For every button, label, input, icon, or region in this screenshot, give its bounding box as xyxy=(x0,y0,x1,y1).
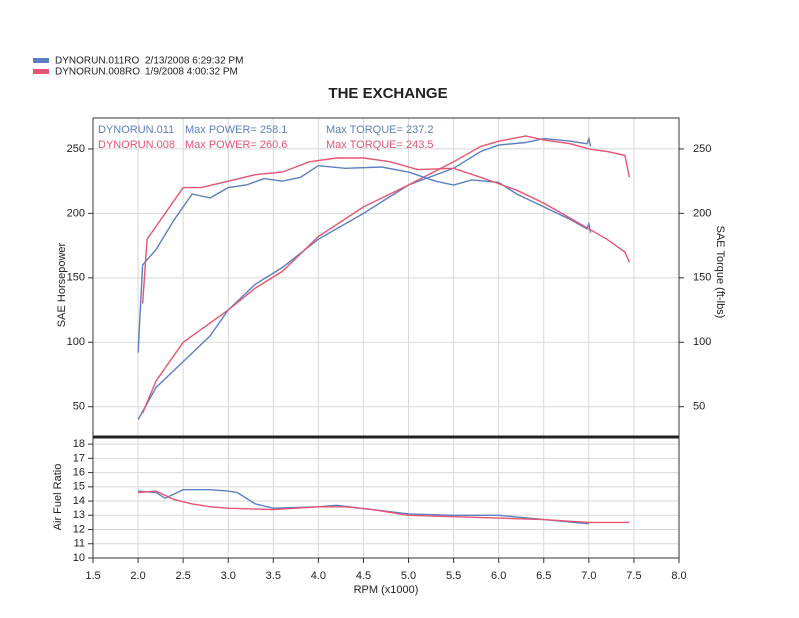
x-axis-label: RPM (x1000) xyxy=(354,584,419,596)
data-line xyxy=(141,135,631,414)
annotation: Max TORQUE= 237.2 xyxy=(326,124,434,136)
y2-tick-label: 150 xyxy=(693,272,711,284)
x-tick-label: 3.0 xyxy=(221,570,236,582)
x-tick-label: 3.5 xyxy=(266,570,281,582)
x-tick-label: 7.0 xyxy=(581,570,596,582)
y-tick-label: 250 xyxy=(67,143,85,155)
data-line xyxy=(137,136,592,420)
y-axis-label: Air Fuel Ratio xyxy=(52,464,64,531)
annotation: Max TORQUE= 243.5 xyxy=(326,139,434,151)
annotation: DYNORUN.011 xyxy=(98,124,174,136)
y-axis-label: SAE Horsepower xyxy=(56,242,68,327)
y-tick-label: 100 xyxy=(67,336,85,348)
x-tick-label: 2.0 xyxy=(130,570,145,582)
x-tick-label: 8.0 xyxy=(671,570,686,582)
x-tick-label: 4.5 xyxy=(356,570,371,582)
x-tick-label: 5.0 xyxy=(401,570,416,582)
x-tick-label: 4.0 xyxy=(311,570,326,582)
y-tick-label: 200 xyxy=(67,207,85,219)
data-line xyxy=(137,164,592,353)
x-tick-label: 5.5 xyxy=(446,570,461,582)
legend-date: 2/13/2008 6:29:32 PM xyxy=(145,56,243,67)
x-tick-label: 6.5 xyxy=(536,570,551,582)
annotation: Max POWER= 258.1 xyxy=(185,124,287,136)
legend-label: DYNORUN.011RO xyxy=(55,56,139,67)
y2-tick-label: 100 xyxy=(693,336,711,348)
y-tick-label: 50 xyxy=(73,401,85,413)
annotation: Max POWER= 260.6 xyxy=(185,139,287,151)
y2-tick-label: 200 xyxy=(693,207,711,219)
x-tick-label: 7.5 xyxy=(626,570,641,582)
y2-tick-label: 50 xyxy=(693,401,705,413)
y2-tick-label: 250 xyxy=(693,143,711,155)
annotation: DYNORUN.008 xyxy=(98,139,175,151)
y-tick-label: 13 xyxy=(73,509,85,521)
y-tick-label: 15 xyxy=(73,481,85,493)
x-tick-label: 1.5 xyxy=(85,570,100,582)
x-tick-label: 6.0 xyxy=(491,570,506,582)
x-tick-label: 2.5 xyxy=(176,570,191,582)
data-line xyxy=(138,489,589,525)
y2-axis-label: SAE Torque (ft-lbs) xyxy=(714,226,726,319)
plot-frame xyxy=(92,436,680,559)
legend-swatch xyxy=(33,58,49,63)
data-line xyxy=(138,490,630,524)
legend-swatch xyxy=(33,69,49,74)
data-line xyxy=(141,157,631,304)
y-tick-label: 150 xyxy=(67,272,85,284)
y-tick-label: 10 xyxy=(73,552,85,564)
chart-title: THE EXCHANGE xyxy=(328,85,447,102)
y-tick-label: 16 xyxy=(73,466,85,478)
y-tick-label: 14 xyxy=(73,495,85,507)
legend-date: 1/9/2008 4:00:32 PM xyxy=(145,67,238,78)
y-tick-label: 18 xyxy=(73,438,85,450)
y-tick-label: 12 xyxy=(73,523,85,535)
y-tick-label: 11 xyxy=(74,538,85,550)
y-tick-label: 17 xyxy=(73,452,85,464)
legend-label: DYNORUN.008RO xyxy=(55,67,140,78)
